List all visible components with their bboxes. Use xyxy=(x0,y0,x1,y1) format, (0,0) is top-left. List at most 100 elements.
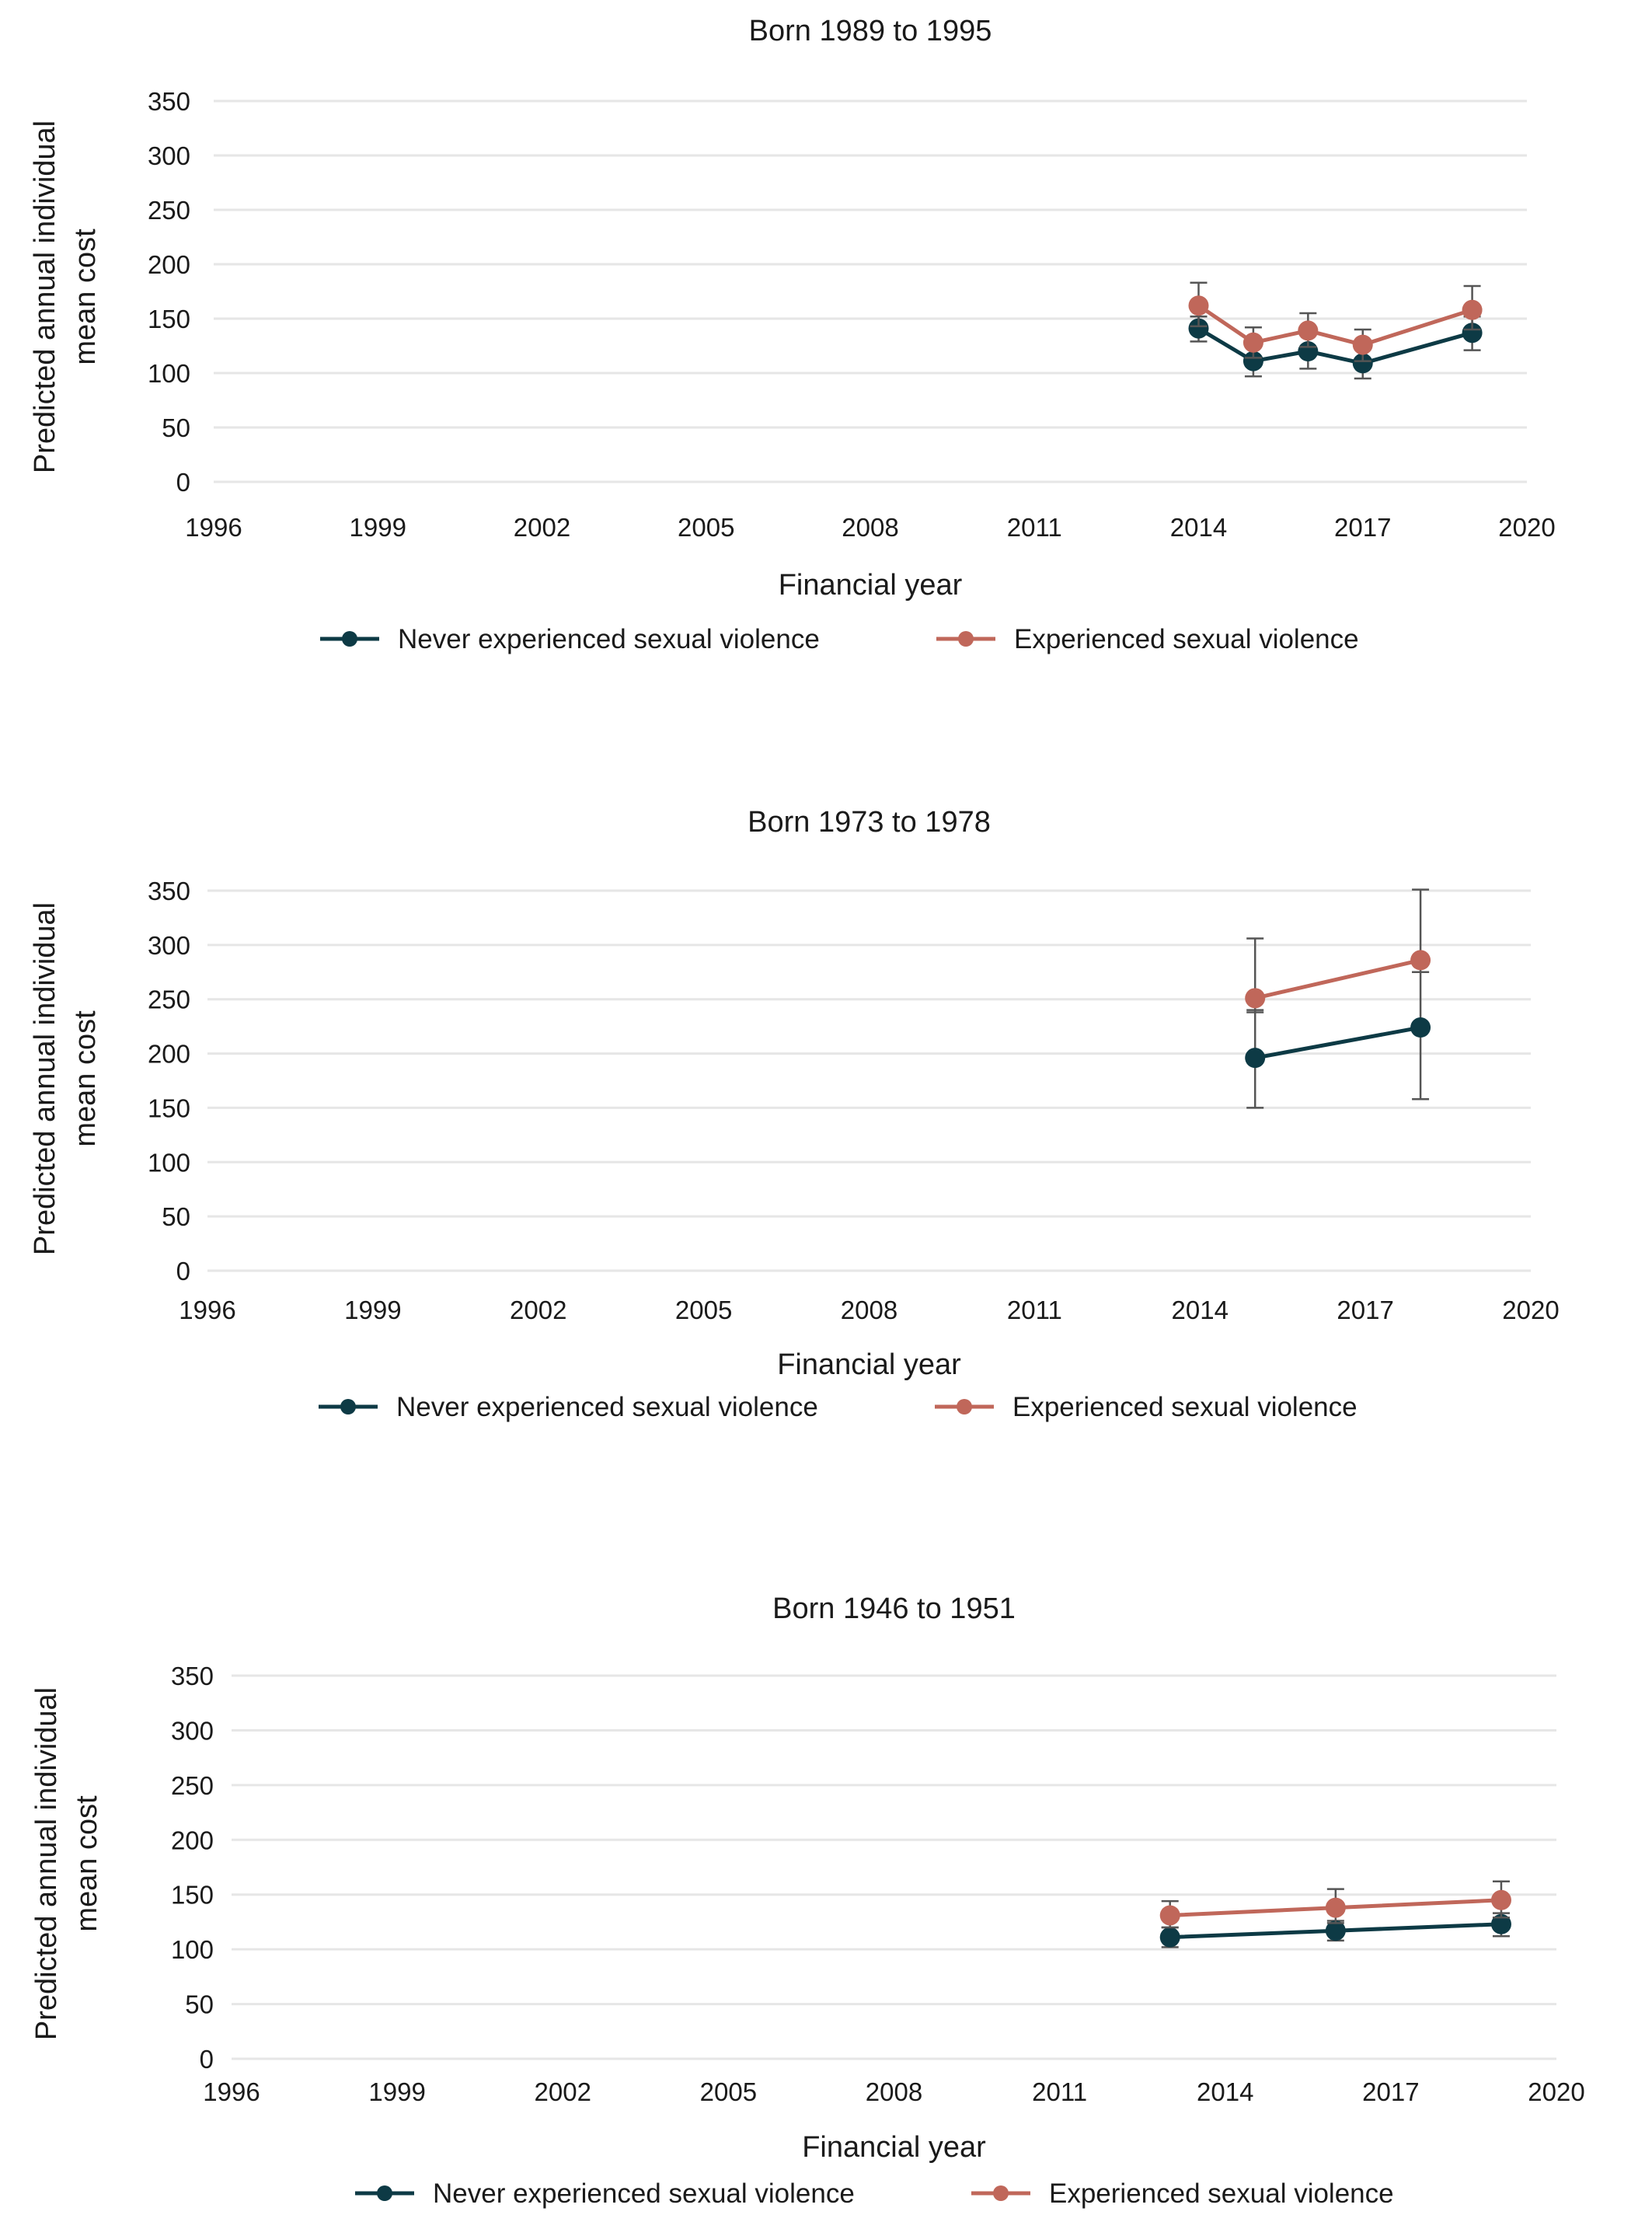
y-tick-label: 100 xyxy=(148,359,190,388)
legend-label: Never experienced sexual violence xyxy=(433,2178,855,2209)
legend-marker xyxy=(993,2185,1009,2201)
data-point xyxy=(1188,318,1209,339)
x-tick-label: 2002 xyxy=(510,1296,566,1324)
y-tick-label: 0 xyxy=(176,1257,190,1285)
y-axis-label-line-1: Predicted annual individual xyxy=(30,1687,63,2040)
x-tick-label: 2002 xyxy=(535,2077,591,2106)
series-line xyxy=(1254,958,1421,1000)
data-point xyxy=(1245,1048,1266,1069)
series-never xyxy=(1188,315,1483,380)
x-tick-label: 2008 xyxy=(841,1296,897,1324)
data-point xyxy=(1352,353,1373,374)
y-tick-label: 150 xyxy=(148,305,190,333)
x-tick-label: 2020 xyxy=(1502,1296,1559,1324)
data-point xyxy=(1298,320,1319,341)
data-point xyxy=(1325,1897,1346,1918)
legend-item-experienced: Experienced sexual violence xyxy=(935,1392,1357,1422)
x-tick-label: 1996 xyxy=(179,1296,235,1324)
legend-label: Experienced sexual violence xyxy=(1012,1392,1357,1422)
legend-label: Experienced sexual violence xyxy=(1049,2178,1394,2209)
y-tick-label: 200 xyxy=(171,1826,214,1854)
x-tick-label: 2020 xyxy=(1498,513,1555,542)
x-tick-label: 1996 xyxy=(185,513,242,542)
x-tick-label: 2008 xyxy=(842,513,898,542)
x-tick-label: 1999 xyxy=(368,2077,425,2106)
x-axis-label: Financial year xyxy=(779,569,963,602)
x-tick-label: 2014 xyxy=(1170,513,1227,542)
x-tick-label: 2005 xyxy=(700,2077,757,2106)
legend-item-never: Never experienced sexual violence xyxy=(319,1392,818,1422)
x-tick-label: 2014 xyxy=(1172,1296,1229,1324)
x-tick-label: 2011 xyxy=(1032,2077,1087,2106)
y-tick-label: 0 xyxy=(200,2045,214,2074)
y-axis-label: Predicted annual individual mean cost xyxy=(29,120,102,473)
x-tick-label: 1999 xyxy=(344,1296,401,1324)
chart-title: Born 1973 to 1978 xyxy=(748,806,991,839)
y-tick-label: 250 xyxy=(148,196,190,225)
series-line xyxy=(1254,1025,1421,1060)
chart-panel-3: Born 1946 to 1951 0 50 100 150 200 250 300 350 19… xyxy=(30,1592,1585,2209)
chart-panel-1: Born 1989 to 1995 0 50 100 150 200 250 300 350 19… xyxy=(29,15,1556,654)
x-tick-label: 2017 xyxy=(1362,2077,1419,2106)
x-tick-label: 1999 xyxy=(350,513,406,542)
legend-item-experienced: Experienced sexual violence xyxy=(936,624,1359,654)
x-tick-label: 2017 xyxy=(1334,513,1391,542)
y-tick-label: 300 xyxy=(171,1716,214,1745)
legend-marker xyxy=(958,631,974,647)
y-axis-label-line-2: mean cost xyxy=(69,1010,102,1147)
x-tick-label: 2020 xyxy=(1528,2077,1584,2106)
y-tick-label: 100 xyxy=(148,1148,190,1177)
x-tick-label: 2005 xyxy=(678,513,734,542)
legend-marker xyxy=(957,1399,972,1414)
y-axis-label: Predicted annual individual mean cost xyxy=(29,902,102,1255)
y-tick-label: 350 xyxy=(148,877,190,905)
data-point xyxy=(1325,1920,1346,1941)
data-point xyxy=(1245,988,1266,1009)
x-tick-label: 2011 xyxy=(1007,1296,1062,1324)
series-experienced xyxy=(1159,1880,1511,1929)
y-tick-label: 50 xyxy=(185,1990,214,2019)
data-point xyxy=(1242,351,1263,371)
chart-title: Born 1989 to 1995 xyxy=(749,15,992,47)
legend-label: Experienced sexual violence xyxy=(1014,624,1359,654)
y-tick-label: 50 xyxy=(162,1202,190,1231)
data-point xyxy=(1159,1905,1180,1926)
y-tick-label: 0 xyxy=(176,468,190,497)
y-tick-label: 300 xyxy=(148,931,190,960)
data-point xyxy=(1242,332,1263,353)
y-axis-label-line-1: Predicted annual individual xyxy=(29,902,61,1255)
y-axis-label-line-2: mean cost xyxy=(69,228,102,365)
y-tick-label: 100 xyxy=(171,1935,214,1964)
legend-marker xyxy=(340,1399,356,1414)
chart-title: Born 1946 to 1951 xyxy=(772,1592,1016,1625)
series-line xyxy=(1197,304,1473,347)
x-tick-label: 2005 xyxy=(675,1296,732,1324)
y-tick-label: 350 xyxy=(171,1662,214,1690)
data-point xyxy=(1410,950,1431,971)
x-tick-label: 2014 xyxy=(1197,2077,1253,2106)
data-point xyxy=(1490,1913,1511,1934)
y-axis-label: Predicted annual individual mean cost xyxy=(30,1687,103,2040)
y-tick-label: 200 xyxy=(148,250,190,279)
legend-item-never: Never experienced sexual violence xyxy=(320,624,820,654)
y-tick-label: 50 xyxy=(162,413,190,442)
data-point xyxy=(1490,1889,1511,1910)
y-tick-label: 350 xyxy=(148,87,190,116)
legend-label: Never experienced sexual violence xyxy=(398,624,820,654)
y-tick-label: 250 xyxy=(171,1771,214,1800)
x-tick-label: 1996 xyxy=(203,2077,260,2106)
data-point xyxy=(1188,295,1209,316)
chart-panel-2: Born 1973 to 1978 0 50 100 150 200 250 300 350 19… xyxy=(29,806,1560,1422)
data-point xyxy=(1159,1927,1180,1948)
x-axis-label: Financial year xyxy=(802,2131,986,2164)
data-point xyxy=(1352,334,1373,355)
legend-item-never: Never experienced sexual violence xyxy=(355,2178,855,2209)
data-point xyxy=(1462,323,1483,344)
y-tick-label: 250 xyxy=(148,985,190,1014)
y-tick-label: 200 xyxy=(148,1040,190,1069)
x-tick-label: 2008 xyxy=(866,2077,922,2106)
data-point xyxy=(1462,299,1483,320)
x-axis-label: Financial year xyxy=(777,1348,961,1381)
legend-label: Never experienced sexual violence xyxy=(396,1392,818,1422)
legend-marker xyxy=(377,2185,392,2201)
